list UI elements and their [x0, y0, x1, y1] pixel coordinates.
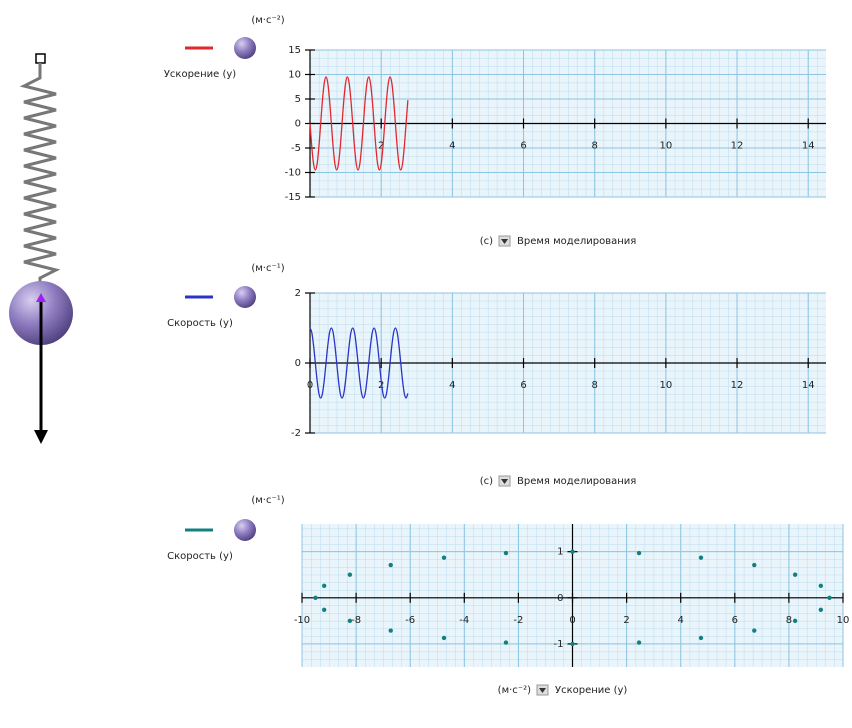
scatter-point [698, 555, 704, 560]
x-tick-label: -8 [351, 615, 361, 626]
scatter-point [347, 618, 353, 624]
x-axis-label: Время моделирования [517, 236, 636, 247]
scatter-point [752, 562, 757, 568]
scatter-point [503, 550, 509, 556]
scatter-point [321, 607, 327, 612]
scatter-point [818, 607, 824, 612]
x-tick-label: 4 [678, 615, 684, 626]
x-tick-label: 14 [802, 380, 815, 391]
x-unit: (с) [480, 476, 493, 487]
legend-label: Скорость (y) [167, 318, 233, 329]
x-tick-label: 0 [307, 380, 313, 391]
scatter-point [636, 640, 642, 645]
legend-label: Ускорение (y) [164, 69, 236, 80]
x-tick-label: 12 [731, 141, 744, 152]
x-tick-label: 0 [569, 615, 575, 626]
x-tick-label: 4 [449, 141, 455, 152]
force-arrow-head [34, 430, 48, 444]
x-tick-label: -2 [513, 615, 523, 626]
scatter-point [827, 595, 832, 601]
y-tick-label: 0 [557, 593, 563, 604]
x-tick-label: 8 [592, 141, 598, 152]
x-tick-label: 10 [837, 615, 850, 626]
y-tick-label: -2 [291, 428, 301, 439]
x-tick-label: 8 [592, 380, 598, 391]
scatter-point [321, 583, 327, 589]
x-tick-label: 14 [802, 141, 815, 152]
series-line [309, 76, 409, 171]
y-tick-label: -5 [291, 143, 301, 154]
scatter-point [388, 562, 393, 568]
x-tick-label: 6 [520, 141, 526, 152]
scatter-point [636, 550, 642, 556]
y-tick-label: 5 [295, 94, 301, 105]
x-tick-label: 2 [378, 141, 384, 152]
dropdown-arrow [501, 479, 509, 484]
y-tick-label: 10 [288, 70, 301, 81]
scatter-point [570, 641, 575, 647]
x-tick-label: -10 [294, 615, 310, 626]
legend-ball[interactable] [234, 519, 256, 541]
scatter-point [503, 640, 509, 645]
x-tick-label: 2 [623, 615, 629, 626]
y-tick-label: -10 [285, 168, 301, 179]
y-tick-label: -15 [285, 192, 301, 203]
scatter-point [570, 549, 575, 554]
scatter-point [792, 572, 798, 577]
scatter-point [313, 595, 318, 601]
y-tick-label: 0 [295, 358, 301, 369]
scatter-point [388, 628, 393, 633]
spring-simulation [9, 53, 73, 444]
y-tick-label: 2 [295, 288, 301, 299]
dropdown-arrow [538, 688, 546, 693]
x-tick-label: 6 [732, 615, 738, 626]
x-axis-label: Ускорение (y) [555, 685, 627, 696]
spring [19, 63, 61, 292]
scatter-point [347, 572, 353, 577]
anchor[interactable] [35, 53, 46, 64]
y-tick-label: 0 [295, 119, 301, 130]
scatter-point [818, 583, 824, 589]
legend-ball[interactable] [234, 286, 256, 308]
series-line [309, 327, 409, 399]
x-unit: (с) [480, 236, 493, 247]
y-tick-label: 1 [557, 547, 563, 558]
x-tick-label: 12 [731, 380, 744, 391]
velocity-arrow [36, 293, 46, 302]
dropdown-arrow [501, 239, 509, 244]
x-axis-label: Время моделирования [517, 476, 636, 487]
scatter-point [752, 628, 757, 633]
y-tick-label: 15 [288, 45, 301, 56]
x-tick-label: 4 [449, 380, 455, 391]
x-tick-label: 10 [659, 141, 672, 152]
scatter-point [441, 635, 447, 641]
legend-ball[interactable] [234, 37, 256, 59]
scatter-point [698, 635, 704, 641]
scatter-point [441, 555, 447, 560]
x-tick-label: 8 [786, 615, 792, 626]
y-unit: (м·с⁻¹) [251, 263, 284, 274]
legend-label: Скорость (y) [167, 551, 233, 562]
x-tick-label: -6 [405, 615, 415, 626]
x-tick-label: -4 [459, 615, 469, 626]
y-unit: (м·с⁻²) [251, 15, 284, 26]
x-tick-label: 6 [520, 380, 526, 391]
y-tick-label: -1 [554, 639, 564, 650]
x-tick-label: 10 [659, 380, 672, 391]
x-unit: (м·с⁻²) [498, 685, 531, 696]
y-unit: (м·с⁻¹) [251, 495, 284, 506]
scatter-point [792, 618, 798, 624]
